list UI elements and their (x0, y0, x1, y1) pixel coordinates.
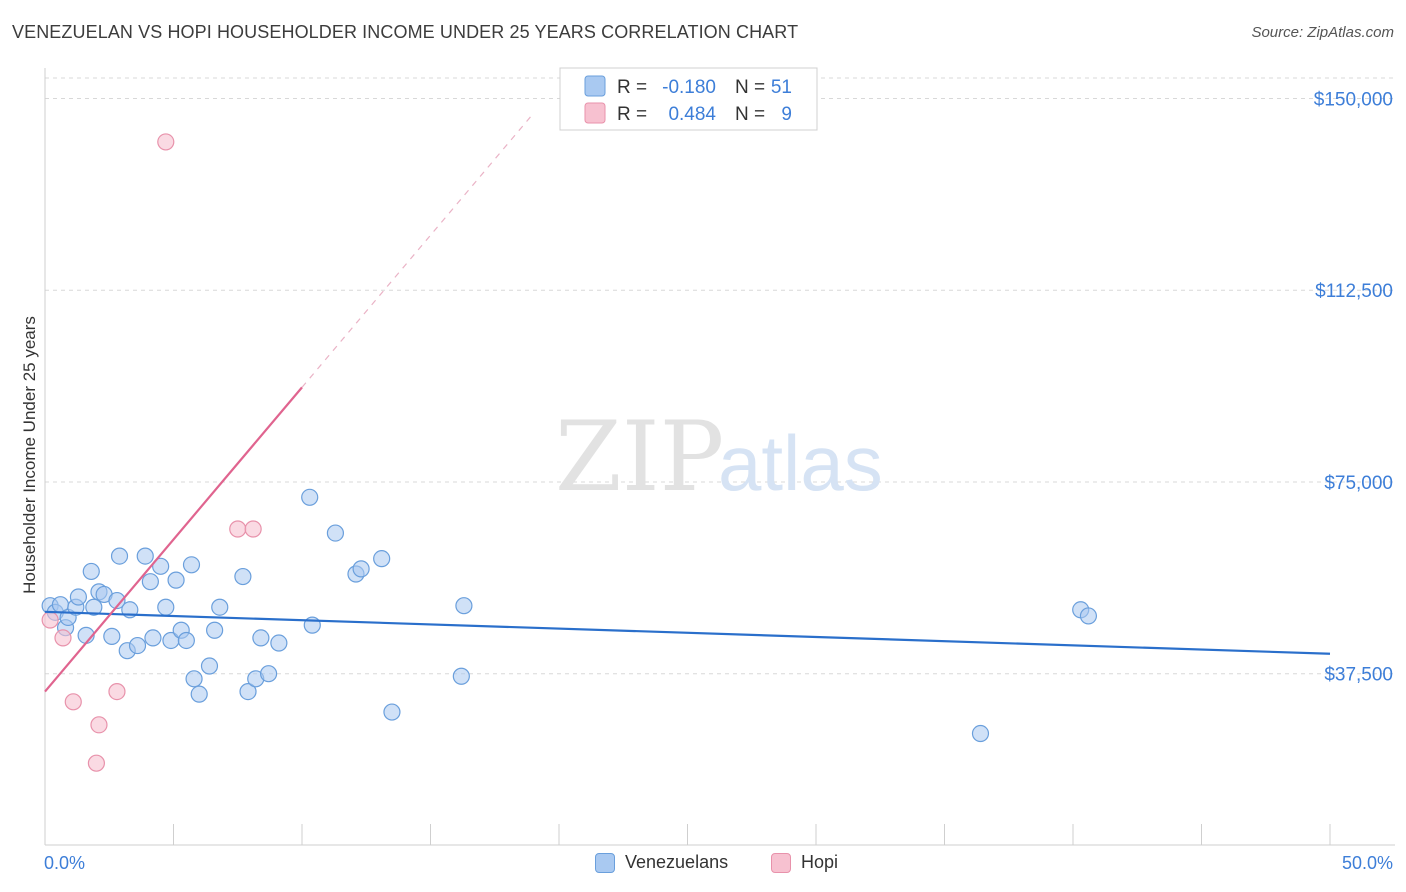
data-point-venezuelan (103, 627, 121, 645)
legend-swatch-hopi-bottom (771, 852, 791, 873)
legend-swatch-venezuelans (584, 75, 606, 97)
data-point-hopi (157, 133, 175, 151)
data-point-venezuelan (200, 657, 219, 675)
legend-item-venezuelans: Venezuelans (595, 852, 728, 873)
legend-n-label-2: N = (735, 104, 765, 125)
data-point-venezuelan (128, 636, 147, 655)
data-point-venezuelan (455, 597, 473, 615)
data-point-venezuelan (190, 685, 208, 703)
data-point-venezuelan (211, 598, 229, 616)
legend-n-value-1: 51 (771, 77, 792, 98)
correlation-legend: R = -0.180 N = 51 R = 0.484 N = 9 (559, 67, 818, 131)
series-hopi (41, 133, 262, 772)
data-point-venezuelan (144, 629, 162, 647)
y-tick-label: $37,500 (1324, 665, 1393, 686)
data-point-venezuelan (326, 524, 345, 542)
x-tick-label-max: 50.0% (1342, 853, 1393, 873)
data-point-venezuelan (157, 598, 175, 616)
axes (44, 68, 1395, 846)
data-point-venezuelan (270, 634, 288, 652)
source-note: Source: ZipAtlas.com (1251, 24, 1394, 41)
data-point-venezuelan (82, 562, 100, 581)
data-point-hopi (229, 520, 247, 538)
data-point-venezuelan (252, 629, 270, 647)
y-tick-label: $75,000 (1324, 473, 1393, 494)
legend-swatch-hopi (584, 102, 606, 124)
data-point-venezuelan (108, 591, 126, 610)
data-point-venezuelan (141, 573, 159, 591)
legend-n-label-1: N = (735, 77, 765, 98)
data-point-hopi (41, 611, 59, 629)
legend-r-label-2: R = (617, 104, 647, 125)
data-point-hopi (64, 693, 82, 711)
data-point-venezuelan (152, 557, 170, 575)
y-tick-label: $150,000 (1314, 89, 1393, 110)
trend-lines (44, 113, 1331, 693)
trend-line-venezuelans (44, 610, 1331, 655)
data-point-venezuelan (1079, 607, 1098, 625)
series-legend: Venezuelans Hopi (0, 852, 1406, 878)
legend-n-value-2: 9 (781, 104, 792, 125)
x-tick-labels: 0.0% 50.0% (44, 853, 1393, 873)
gridlines (45, 77, 1395, 675)
data-point-venezuelan (167, 571, 185, 589)
data-point-venezuelan (110, 547, 129, 565)
legend-r-value-1: -0.180 (662, 77, 716, 98)
data-point-venezuelan (452, 667, 470, 685)
data-point-venezuelan (206, 621, 224, 639)
watermark-atlas: atlas (718, 419, 883, 507)
data-point-hopi (54, 629, 72, 647)
data-point-hopi (90, 716, 108, 734)
legend-label-hopi: Hopi (801, 852, 839, 872)
trend-line-hopi-extension (301, 113, 534, 388)
data-point-venezuelan (85, 598, 103, 616)
y-tick-label: $112,500 (1315, 281, 1393, 302)
watermark-zip: ZIP (555, 401, 724, 513)
legend-swatch-venezuelans-bottom (595, 852, 615, 873)
data-point-venezuelan (234, 567, 252, 586)
legend-r-value-2: 0.484 (668, 104, 716, 125)
data-point-venezuelan (239, 682, 257, 701)
data-point-hopi (244, 520, 262, 538)
data-point-venezuelan (352, 560, 370, 578)
data-point-venezuelan (301, 488, 319, 506)
legend-item-hopi: Hopi (771, 852, 838, 873)
watermark: ZIP atlas (555, 401, 883, 513)
legend-r-label-1: R = (617, 77, 647, 98)
x-tick-label-min: 0.0% (44, 853, 85, 873)
data-point-hopi (87, 754, 106, 772)
trend-line-hopi (44, 386, 303, 693)
data-point-venezuelan (373, 550, 391, 568)
series-venezuelans (41, 488, 1098, 743)
legend-label-venezuelans: Venezuelans (625, 852, 729, 872)
data-point-venezuelan (971, 724, 990, 743)
data-point-venezuelan (177, 631, 195, 650)
data-point-venezuelan (182, 556, 201, 574)
data-point-venezuelan (185, 670, 203, 688)
chart-title: VENEZUELAN VS HOPI HOUSEHOLDER INCOME UN… (12, 22, 799, 42)
y-tick-labels: $37,500 $75,000 $112,500 $150,000 (1314, 89, 1393, 685)
data-point-venezuelan (69, 588, 88, 606)
data-point-hopi (108, 682, 126, 701)
data-point-venezuelan (259, 665, 278, 683)
data-point-venezuelan (383, 703, 401, 721)
data-point-venezuelan (136, 547, 154, 565)
